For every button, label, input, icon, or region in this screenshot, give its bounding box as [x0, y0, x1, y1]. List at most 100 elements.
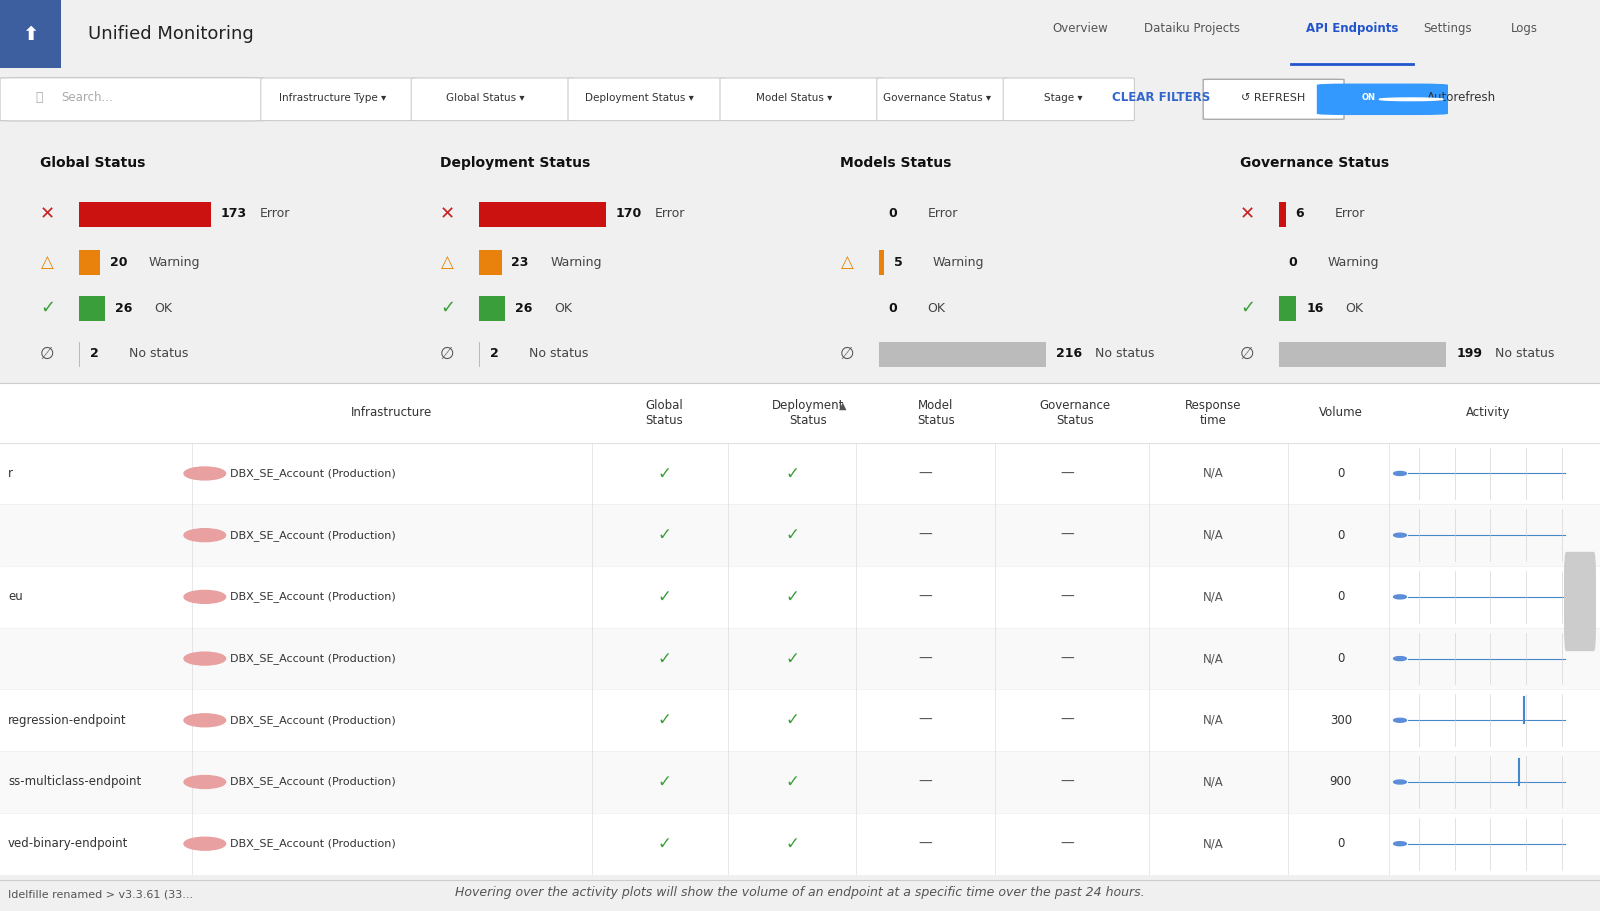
FancyBboxPatch shape — [478, 342, 480, 367]
Text: DBX_SE_Account (Production): DBX_SE_Account (Production) — [230, 591, 397, 602]
FancyBboxPatch shape — [878, 342, 1046, 367]
FancyBboxPatch shape — [1203, 79, 1344, 119]
Text: ✓: ✓ — [40, 299, 54, 317]
FancyBboxPatch shape — [78, 251, 99, 275]
Text: ✕: ✕ — [40, 205, 54, 223]
Text: DBX_SE_Account (Production): DBX_SE_Account (Production) — [230, 653, 397, 664]
Text: 20: 20 — [110, 256, 126, 269]
Text: Governance Status ▾: Governance Status ▾ — [883, 93, 990, 103]
Text: Models Status: Models Status — [840, 156, 950, 170]
FancyBboxPatch shape — [0, 383, 1600, 443]
Circle shape — [184, 714, 226, 727]
Text: ✓: ✓ — [786, 650, 798, 668]
Text: ✕: ✕ — [1240, 205, 1254, 223]
Text: Global
Status: Global Status — [645, 399, 683, 427]
FancyBboxPatch shape — [877, 78, 1008, 120]
Text: —: — — [1061, 713, 1074, 727]
Text: —: — — [918, 775, 931, 789]
Text: Model
Status: Model Status — [917, 399, 955, 427]
Text: 16: 16 — [1306, 302, 1323, 314]
Text: Error: Error — [1334, 208, 1365, 220]
Text: Error: Error — [261, 208, 290, 220]
Text: 0: 0 — [1338, 837, 1344, 850]
Circle shape — [184, 467, 226, 480]
Text: Response
time: Response time — [1184, 399, 1242, 427]
Text: △: △ — [842, 253, 854, 271]
Text: ✓: ✓ — [440, 299, 454, 317]
Text: Warning: Warning — [933, 256, 984, 269]
Text: —: — — [1061, 466, 1074, 480]
Text: —: — — [918, 590, 931, 604]
Circle shape — [184, 590, 226, 603]
Text: N/A: N/A — [1203, 652, 1222, 665]
Text: 23: 23 — [512, 256, 530, 269]
FancyBboxPatch shape — [0, 0, 61, 68]
Text: eu: eu — [8, 590, 22, 603]
Text: 199: 199 — [1456, 347, 1482, 361]
Text: ⌕: ⌕ — [35, 91, 43, 105]
Text: 0: 0 — [1288, 256, 1298, 269]
Text: Logs: Logs — [1512, 22, 1538, 36]
Text: Dataiku Projects: Dataiku Projects — [1144, 22, 1240, 36]
Text: ▲: ▲ — [840, 401, 846, 411]
Text: ∅: ∅ — [1240, 345, 1254, 363]
FancyBboxPatch shape — [1003, 78, 1134, 120]
Text: 2: 2 — [90, 347, 99, 361]
Text: 0: 0 — [1338, 467, 1344, 480]
FancyBboxPatch shape — [1565, 552, 1597, 651]
FancyBboxPatch shape — [0, 813, 1600, 875]
Text: ✓: ✓ — [658, 465, 670, 483]
Circle shape — [1394, 718, 1406, 722]
Text: —: — — [918, 836, 931, 851]
Text: OK: OK — [928, 302, 946, 314]
Text: N/A: N/A — [1203, 590, 1222, 603]
Text: 900: 900 — [1330, 775, 1352, 789]
FancyBboxPatch shape — [0, 628, 1600, 690]
Text: —: — — [918, 651, 931, 666]
Text: regression-endpoint: regression-endpoint — [8, 714, 126, 727]
FancyBboxPatch shape — [1278, 342, 1446, 367]
Text: N/A: N/A — [1203, 467, 1222, 480]
Text: ↺ REFRESH: ↺ REFRESH — [1242, 93, 1306, 103]
FancyBboxPatch shape — [720, 78, 883, 120]
FancyBboxPatch shape — [0, 752, 1600, 813]
Text: Error: Error — [654, 208, 685, 220]
Text: Infrastructure Type ▾: Infrastructure Type ▾ — [278, 93, 386, 103]
Text: N/A: N/A — [1203, 837, 1222, 850]
Text: OK: OK — [554, 302, 573, 314]
Text: Activity: Activity — [1466, 406, 1510, 419]
Text: API Endpoints: API Endpoints — [1306, 22, 1398, 36]
Text: Idelfille renamed > v3.3.61 (33...: Idelfille renamed > v3.3.61 (33... — [8, 890, 194, 899]
FancyBboxPatch shape — [1317, 84, 1448, 115]
Text: Warning: Warning — [1328, 256, 1379, 269]
Text: Deployment
Status: Deployment Status — [771, 399, 845, 427]
Circle shape — [1394, 657, 1406, 660]
Text: ∅: ∅ — [840, 345, 854, 363]
Text: ✓: ✓ — [786, 711, 798, 730]
Text: N/A: N/A — [1203, 714, 1222, 727]
Text: 173: 173 — [221, 208, 246, 220]
Text: ✕: ✕ — [440, 205, 454, 223]
Text: ∅: ∅ — [40, 345, 54, 363]
Text: Stage ▾: Stage ▾ — [1043, 93, 1082, 103]
FancyBboxPatch shape — [478, 296, 506, 322]
FancyBboxPatch shape — [878, 251, 885, 275]
Text: Unified Monitoring: Unified Monitoring — [88, 26, 254, 43]
Text: DBX_SE_Account (Production): DBX_SE_Account (Production) — [230, 468, 397, 479]
Text: No status: No status — [1496, 347, 1555, 361]
Circle shape — [1394, 595, 1406, 599]
FancyBboxPatch shape — [0, 566, 1600, 628]
Text: ✓: ✓ — [658, 773, 670, 791]
FancyBboxPatch shape — [478, 251, 502, 275]
Text: —: — — [918, 528, 931, 542]
Text: 6: 6 — [1296, 208, 1304, 220]
Text: ✓: ✓ — [1240, 299, 1254, 317]
Text: Governance Status: Governance Status — [1240, 156, 1389, 170]
FancyBboxPatch shape — [78, 202, 211, 227]
Text: N/A: N/A — [1203, 775, 1222, 789]
Circle shape — [184, 775, 226, 788]
Text: r: r — [8, 467, 13, 480]
Text: Overview: Overview — [1053, 22, 1107, 36]
Text: 0: 0 — [888, 302, 898, 314]
Text: OK: OK — [154, 302, 173, 314]
